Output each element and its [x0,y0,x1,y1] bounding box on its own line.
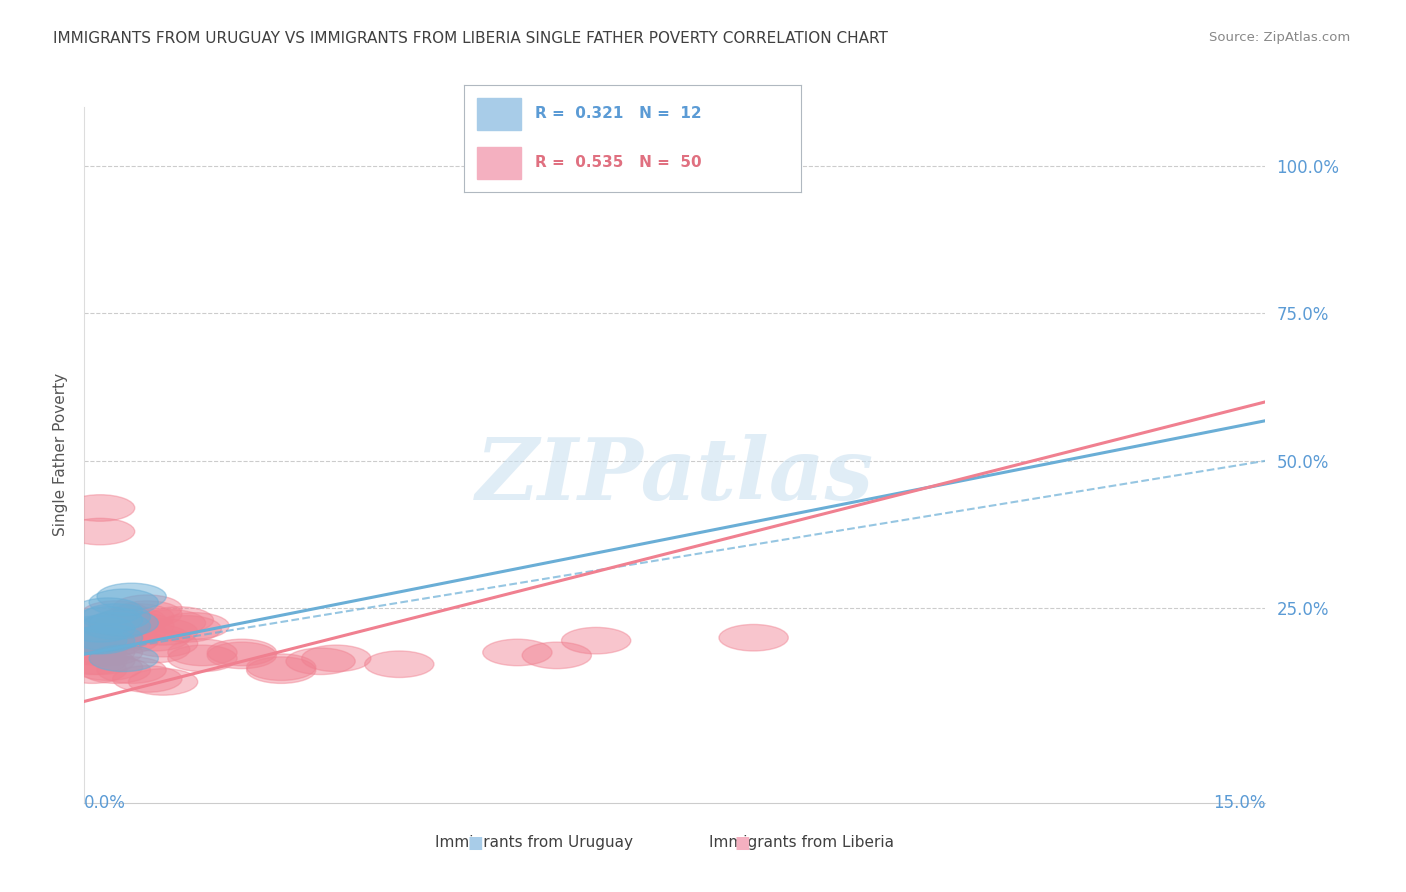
Ellipse shape [58,627,127,654]
Text: Immigrants from Uruguay: Immigrants from Uruguay [436,836,633,850]
Ellipse shape [89,627,159,654]
Ellipse shape [66,618,135,645]
Ellipse shape [128,669,198,695]
Ellipse shape [167,645,238,672]
Text: Immigrants from Liberia: Immigrants from Liberia [709,836,894,850]
Text: ■: ■ [467,834,484,852]
Ellipse shape [112,595,181,622]
Ellipse shape [105,604,174,631]
Ellipse shape [207,642,277,669]
Text: IMMIGRANTS FROM URUGUAY VS IMMIGRANTS FROM LIBERIA SINGLE FATHER POVERTY CORRELA: IMMIGRANTS FROM URUGUAY VS IMMIGRANTS FR… [53,31,889,46]
Ellipse shape [82,601,150,627]
Text: 0.0%: 0.0% [84,794,127,812]
Ellipse shape [66,627,135,654]
Ellipse shape [112,601,181,627]
Ellipse shape [82,613,150,640]
Text: R =  0.321   N =  12: R = 0.321 N = 12 [534,106,702,121]
Ellipse shape [364,651,434,678]
Ellipse shape [522,642,592,669]
Ellipse shape [145,607,214,633]
Ellipse shape [97,657,166,683]
Y-axis label: Single Father Poverty: Single Father Poverty [52,374,67,536]
Ellipse shape [160,613,229,640]
Ellipse shape [246,657,316,683]
Ellipse shape [302,645,371,672]
Text: 15.0%: 15.0% [1213,794,1265,812]
Text: Source: ZipAtlas.com: Source: ZipAtlas.com [1209,31,1350,45]
Text: R =  0.535   N =  50: R = 0.535 N = 50 [534,155,702,170]
Ellipse shape [73,598,142,624]
Ellipse shape [66,495,135,521]
Ellipse shape [89,589,159,615]
Ellipse shape [207,640,277,665]
Ellipse shape [82,657,150,683]
Ellipse shape [73,607,142,633]
Ellipse shape [82,613,150,640]
Text: ZIPatlas: ZIPatlas [475,434,875,517]
Ellipse shape [561,627,631,654]
Ellipse shape [82,624,150,651]
Ellipse shape [73,654,142,681]
Ellipse shape [66,640,135,665]
Ellipse shape [128,631,198,657]
Ellipse shape [89,645,159,672]
Bar [478,97,522,129]
Ellipse shape [73,624,142,651]
Ellipse shape [246,654,316,681]
Ellipse shape [66,518,135,545]
Ellipse shape [128,618,198,645]
Ellipse shape [121,636,190,663]
Ellipse shape [718,624,789,651]
Ellipse shape [105,613,174,640]
Bar [478,147,522,179]
Ellipse shape [66,615,135,642]
Ellipse shape [97,583,166,610]
Ellipse shape [58,657,127,683]
Ellipse shape [97,618,166,645]
Ellipse shape [285,648,356,674]
Text: ■: ■ [734,834,751,852]
Ellipse shape [73,615,142,642]
Ellipse shape [66,648,135,674]
Ellipse shape [121,624,190,651]
Ellipse shape [152,615,221,642]
Ellipse shape [58,648,127,674]
Ellipse shape [89,615,159,642]
Ellipse shape [89,610,159,636]
Ellipse shape [482,640,553,665]
Ellipse shape [82,604,150,631]
Ellipse shape [112,665,181,692]
Ellipse shape [58,636,127,663]
Ellipse shape [136,610,205,636]
Ellipse shape [97,607,166,633]
Ellipse shape [167,640,238,665]
Ellipse shape [73,640,142,665]
Ellipse shape [73,624,142,651]
Ellipse shape [66,627,135,654]
Ellipse shape [73,631,142,657]
